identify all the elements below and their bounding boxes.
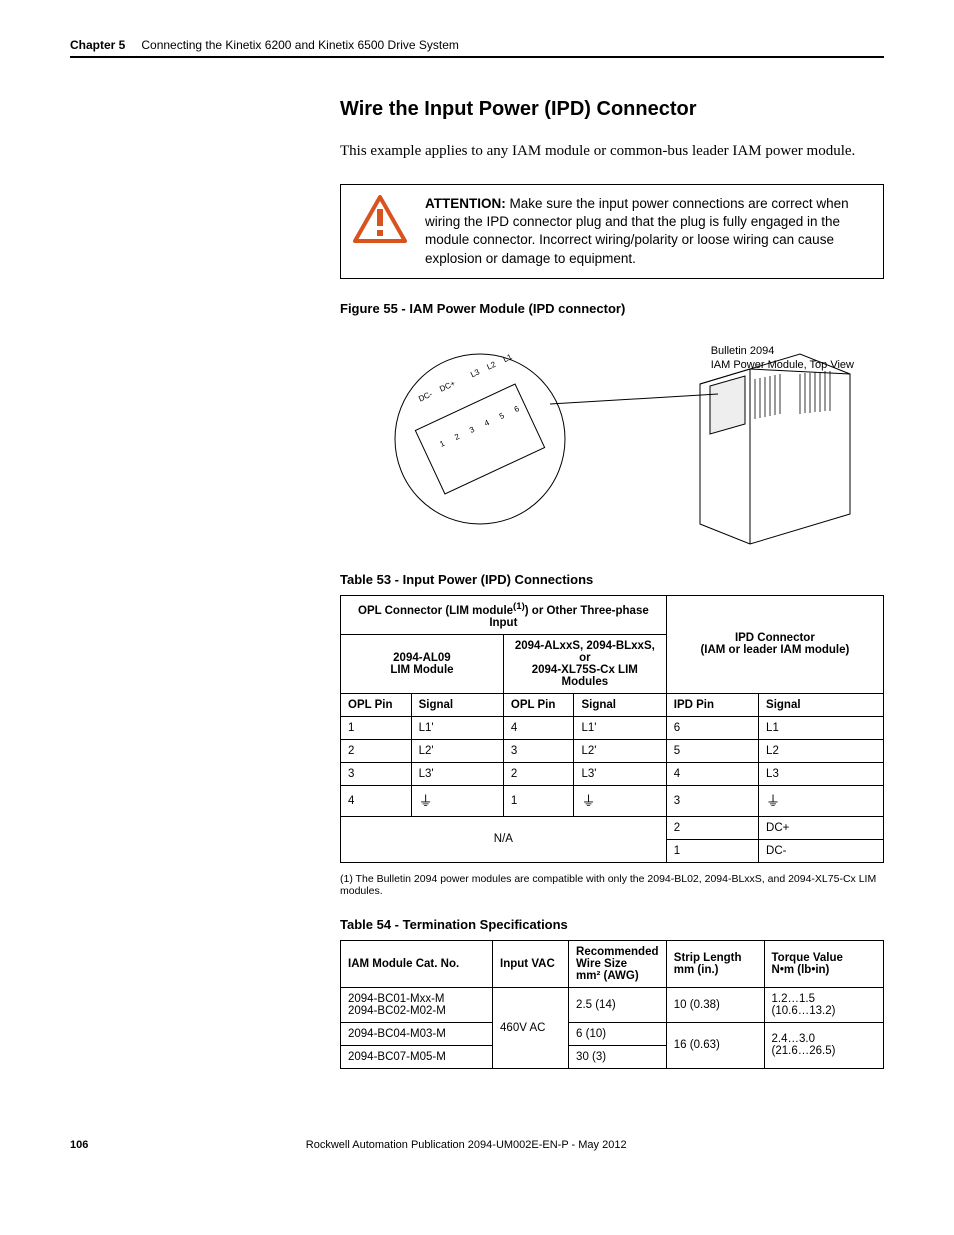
- table-cell: DC+: [759, 816, 884, 839]
- col-header: IAM Module Cat. No.: [341, 940, 493, 987]
- table53-footnote: (1) The Bulletin 2094 power modules are …: [340, 873, 884, 897]
- chapter-title: Connecting the Kinetix 6200 and Kinetix …: [141, 38, 459, 52]
- intro-paragraph: This example applies to any IAM module o…: [340, 141, 884, 162]
- pin-label: L3: [470, 368, 481, 379]
- col-header: Signal: [411, 693, 503, 716]
- table-cell: 2094-BC04-M03-M: [341, 1022, 493, 1045]
- pin-label: L2: [486, 361, 497, 372]
- table-cell: L2': [411, 739, 503, 762]
- table-cell: ⏚: [411, 785, 503, 816]
- table54: IAM Module Cat. No. Input VAC Recommende…: [340, 940, 884, 1069]
- table-cell: DC-: [759, 839, 884, 862]
- table53-subhead-left: 2094-AL09 LIM Module: [341, 634, 504, 693]
- table53-superhead-left: OPL Connector (LIM module(1)) or Other T…: [341, 595, 667, 634]
- figure55-diagram: DC- DC+ L3 L2 L1 1 2 3 4 5 6 Bulletin 20…: [340, 324, 884, 554]
- table-cell: 6 (10): [569, 1022, 667, 1045]
- figure-label-line: IAM Power Module, Top View: [711, 358, 854, 372]
- table-cell: ⏚: [759, 785, 884, 816]
- table-cell: 16 (0.63): [666, 1022, 764, 1068]
- figure55-caption: Figure 55 - IAM Power Module (IPD connec…: [340, 301, 884, 316]
- table54-caption: Table 54 - Termination Specifications: [340, 917, 884, 932]
- table-cell: 2: [341, 739, 412, 762]
- table-cell: L2: [759, 739, 884, 762]
- pin-number: 3: [468, 426, 475, 435]
- table-cell: 30 (3): [569, 1045, 667, 1068]
- table-cell: L3': [411, 762, 503, 785]
- figure-label-line: Bulletin 2094: [711, 344, 854, 358]
- page-footer: 106 Rockwell Automation Publication 2094…: [70, 1139, 884, 1151]
- col-header: Input VAC: [493, 940, 569, 987]
- chapter-label: Chapter 5: [70, 38, 125, 52]
- publication-id: Rockwell Automation Publication 2094-UM0…: [306, 1139, 627, 1151]
- table53-superhead-right: IPD Connector (IAM or leader IAM module): [666, 595, 883, 693]
- pin-number: 2: [454, 433, 461, 442]
- table-cell: L2': [574, 739, 666, 762]
- table-cell: 2094-BC07-M05-M: [341, 1045, 493, 1068]
- col-header: Recommended Wire Size mm² (AWG): [569, 940, 667, 987]
- table-cell: 1: [341, 716, 412, 739]
- col-header: Signal: [574, 693, 666, 716]
- figure55-label: Bulletin 2094 IAM Power Module, Top View: [711, 344, 854, 373]
- pin-number: 6: [513, 405, 520, 414]
- table-cell: 2: [503, 762, 574, 785]
- col-header: Strip Length mm (in.): [666, 940, 764, 987]
- table-cell: 3: [341, 762, 412, 785]
- table-cell: L1': [574, 716, 666, 739]
- table-cell: 2094-BC01-Mxx-M 2094-BC02-M02-M: [341, 987, 493, 1022]
- table-cell: 1: [503, 785, 574, 816]
- table53-na: N/A: [341, 816, 667, 862]
- col-header: Signal: [759, 693, 884, 716]
- table53-caption: Table 53 - Input Power (IPD) Connections: [340, 572, 884, 587]
- table-cell: 460V AC: [493, 987, 569, 1068]
- col-header: IPD Pin: [666, 693, 758, 716]
- table53: OPL Connector (LIM module(1)) or Other T…: [340, 595, 884, 863]
- table-cell: L1: [759, 716, 884, 739]
- attention-text: ATTENTION: Make sure the input power con…: [425, 195, 871, 268]
- table-cell: 10 (0.38): [666, 987, 764, 1022]
- pin-number: 4: [483, 419, 490, 428]
- table-cell: 5: [666, 739, 758, 762]
- page-header: Chapter 5 Connecting the Kinetix 6200 an…: [70, 38, 884, 58]
- page-number: 106: [70, 1139, 88, 1151]
- table-cell: 4: [503, 716, 574, 739]
- table53-subhead-mid: 2094-ALxxS, 2094-BLxxS, or 2094-XL75S-Cx…: [503, 634, 666, 693]
- col-header: OPL Pin: [503, 693, 574, 716]
- pin-number: 5: [498, 412, 505, 421]
- table-cell: 4: [666, 762, 758, 785]
- col-header: Torque Value N•m (lb•in): [764, 940, 883, 987]
- col-header: OPL Pin: [341, 693, 412, 716]
- table-cell: 4: [341, 785, 412, 816]
- table-cell: L3: [759, 762, 884, 785]
- attention-box: ATTENTION: Make sure the input power con…: [340, 184, 884, 279]
- table-cell: 3: [503, 739, 574, 762]
- warning-icon: [353, 195, 407, 246]
- table-cell: L3': [574, 762, 666, 785]
- table-cell: ⏚: [574, 785, 666, 816]
- table-cell: 2.4…3.0 (21.6…26.5): [764, 1022, 883, 1068]
- main-content: Wire the Input Power (IPD) Connector Thi…: [340, 98, 884, 1069]
- table-cell: 6: [666, 716, 758, 739]
- section-heading: Wire the Input Power (IPD) Connector: [340, 98, 884, 121]
- table-cell: L1': [411, 716, 503, 739]
- pin-label: [461, 376, 464, 383]
- attention-label: ATTENTION:: [425, 196, 506, 211]
- table-cell: 1.2…1.5 (10.6…13.2): [764, 987, 883, 1022]
- table-cell: 1: [666, 839, 758, 862]
- table-cell: 3: [666, 785, 758, 816]
- table-cell: 2.5 (14): [569, 987, 667, 1022]
- table-cell: 2: [666, 816, 758, 839]
